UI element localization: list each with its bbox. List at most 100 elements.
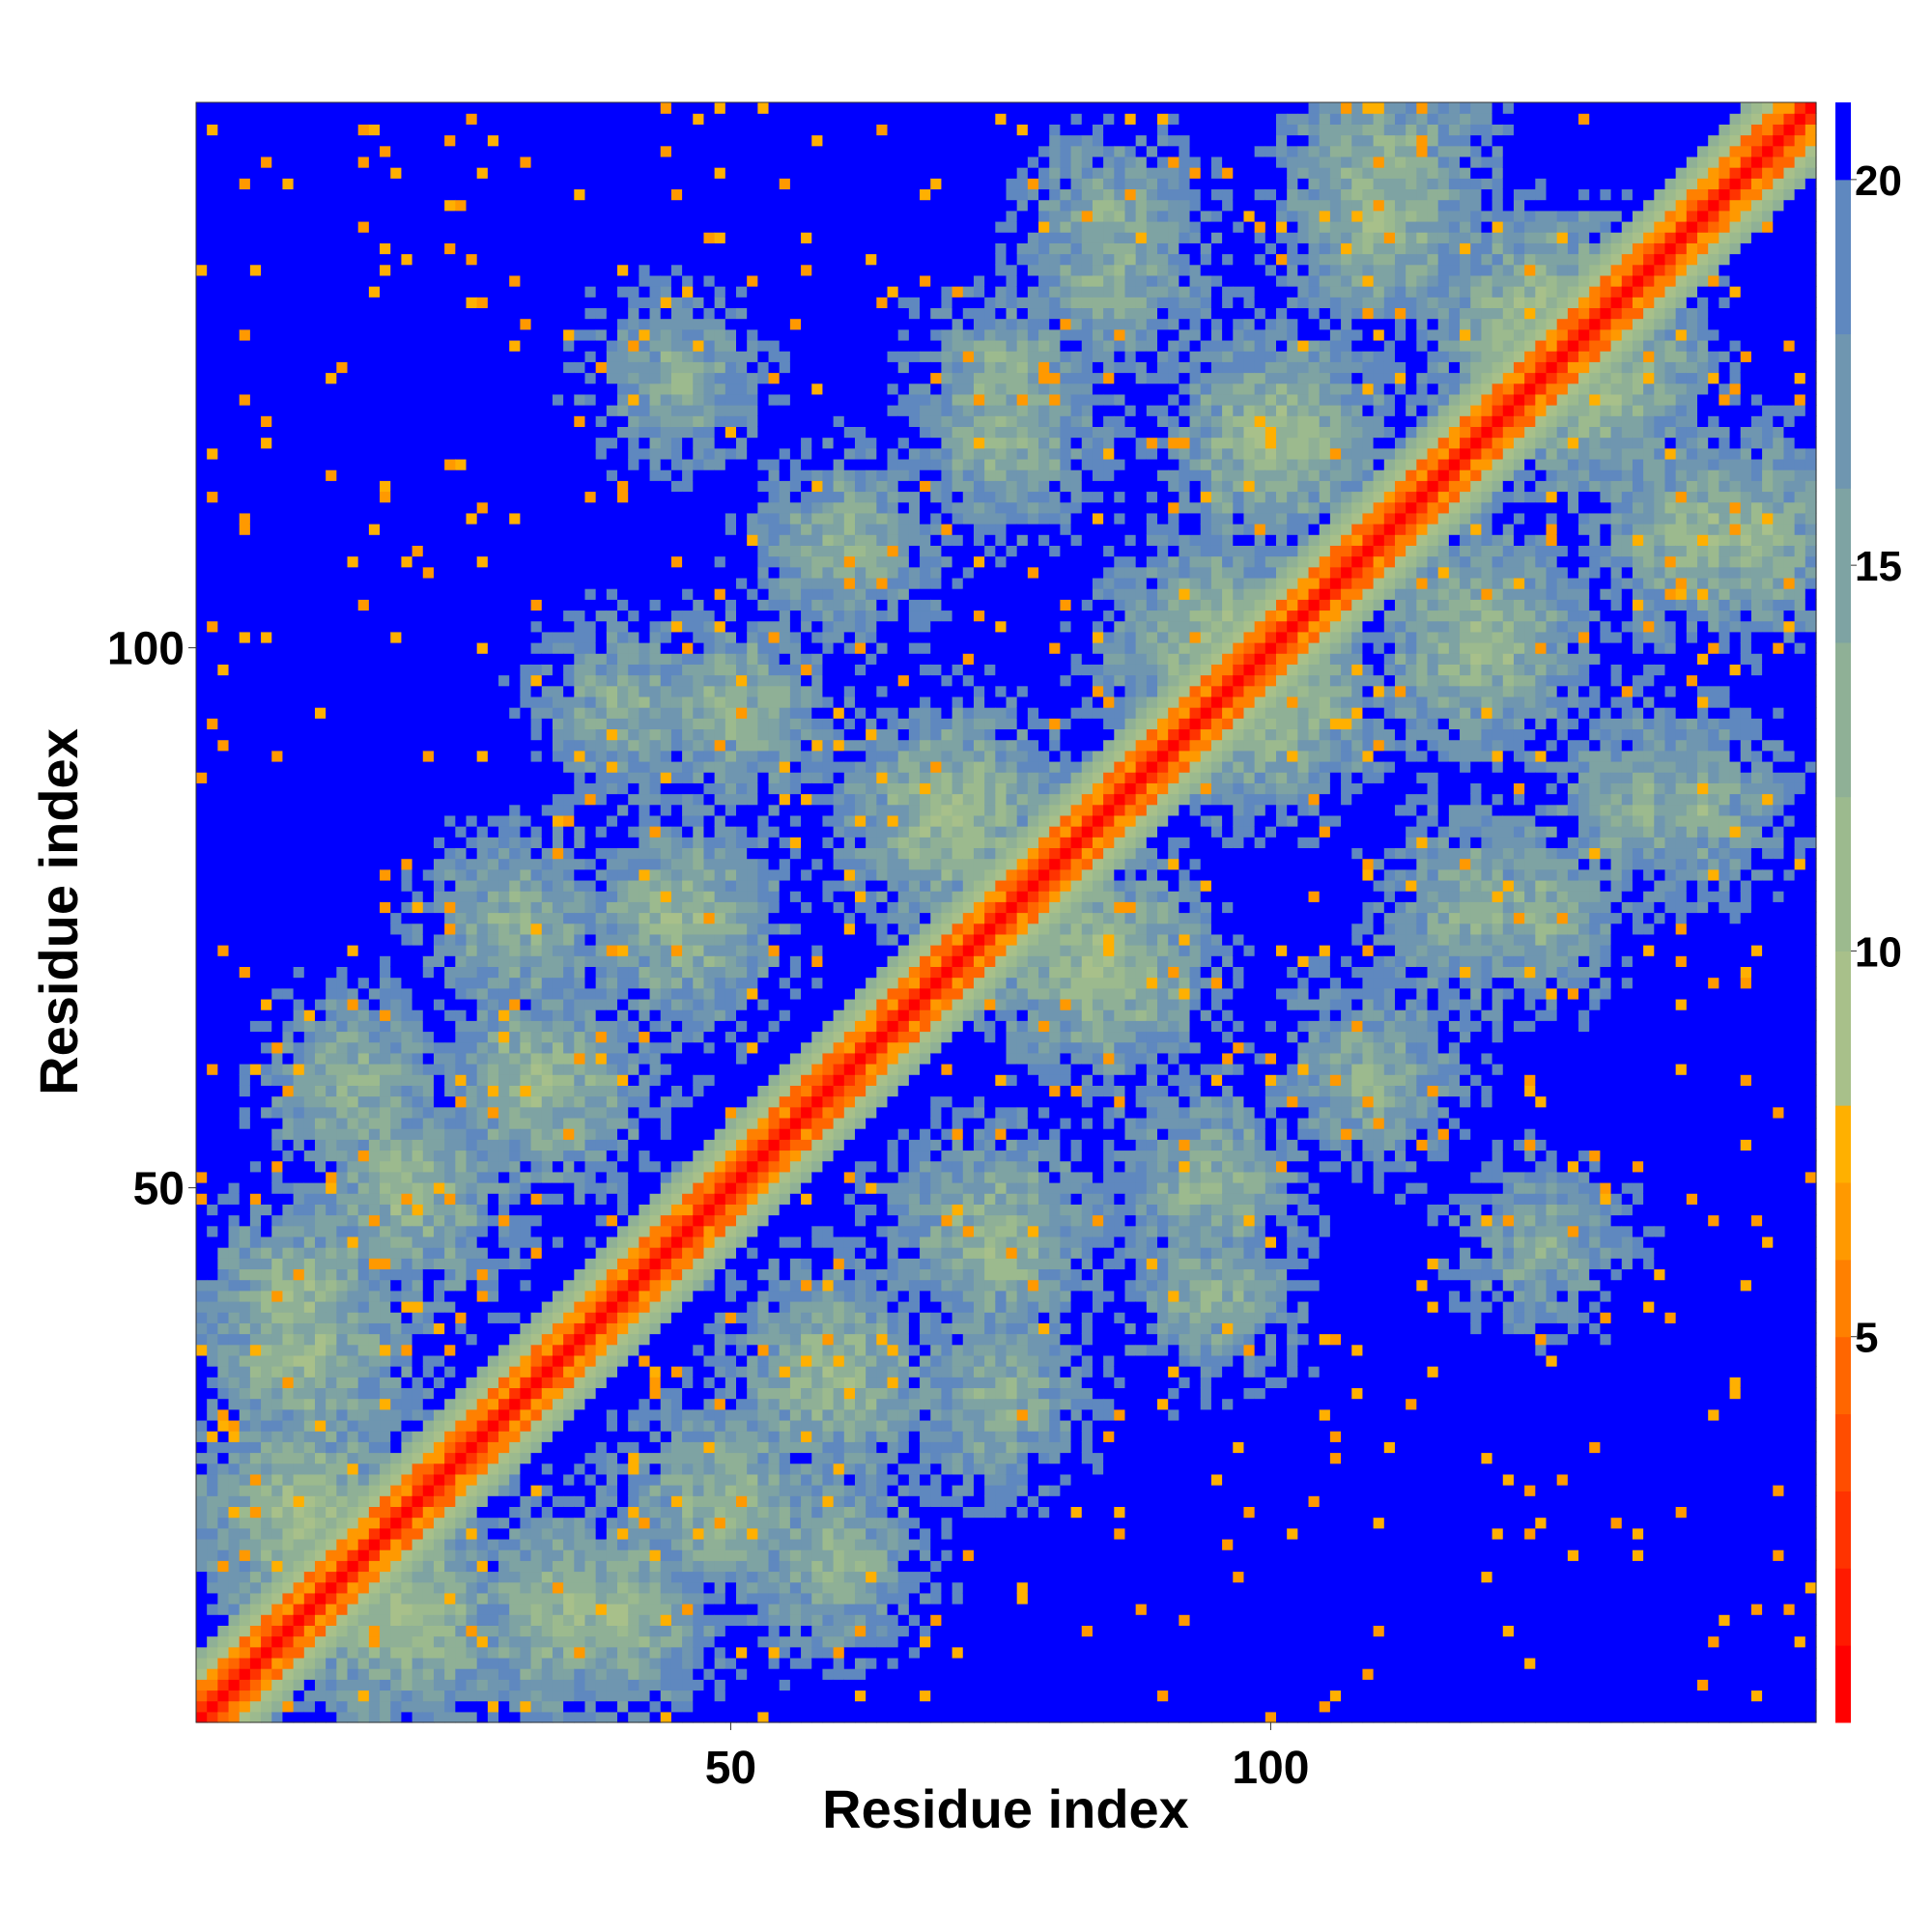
heatmap-cell — [207, 124, 218, 135]
heatmap-cell — [336, 502, 348, 514]
heatmap-cell — [217, 1182, 229, 1194]
heatmap-cell — [455, 265, 467, 276]
heatmap-cell — [380, 740, 391, 752]
heatmap-cell — [488, 653, 499, 665]
heatmap-cell — [336, 1668, 348, 1680]
heatmap-cell — [358, 837, 370, 848]
heatmap-cell — [229, 1193, 241, 1205]
heatmap-cell — [336, 167, 348, 179]
heatmap-cell — [358, 361, 370, 373]
heatmap-cell — [542, 847, 554, 859]
heatmap-cell — [261, 1139, 272, 1151]
heatmap-cell — [444, 955, 456, 967]
heatmap-cell — [304, 1031, 316, 1042]
heatmap-cell — [336, 1355, 348, 1367]
heatmap-cell — [217, 502, 229, 514]
heatmap-cell — [229, 1474, 241, 1486]
heatmap-cell — [261, 1182, 272, 1194]
heatmap-cell — [553, 1280, 564, 1292]
heatmap-cell — [444, 448, 456, 460]
heatmap-cell — [455, 966, 467, 978]
heatmap-cell — [390, 1226, 402, 1237]
heatmap-cell — [380, 696, 391, 708]
heatmap-cell — [358, 415, 370, 427]
heatmap-cell — [542, 1182, 554, 1194]
heatmap-cell — [196, 1280, 208, 1292]
heatmap-cell — [444, 1345, 456, 1356]
heatmap-cell — [336, 1495, 348, 1507]
heatmap-cell — [412, 156, 424, 168]
heatmap-cell — [520, 156, 531, 168]
heatmap-cell — [207, 718, 218, 729]
heatmap-cell — [401, 524, 412, 535]
heatmap-cell — [390, 978, 402, 989]
heatmap-cell — [358, 1355, 370, 1367]
heatmap-cell — [531, 1658, 543, 1669]
heatmap-cell — [229, 1204, 241, 1215]
heatmap-cell — [509, 1560, 521, 1572]
heatmap-cell — [488, 1042, 499, 1054]
heatmap-cell — [336, 1301, 348, 1313]
heatmap-cell — [509, 319, 521, 330]
heatmap-cell — [369, 167, 381, 179]
heatmap-cell — [542, 1399, 554, 1410]
heatmap-cell — [271, 1366, 283, 1378]
heatmap-cell — [369, 1604, 381, 1615]
heatmap-cell — [261, 1334, 272, 1346]
heatmap-cell — [444, 329, 456, 341]
heatmap-cell — [261, 1301, 272, 1313]
heatmap-cell — [401, 1226, 412, 1237]
heatmap-cell — [531, 588, 543, 600]
heatmap-cell — [531, 286, 543, 298]
heatmap-cell — [240, 1377, 251, 1388]
heatmap-cell — [520, 242, 531, 254]
heatmap-cell — [207, 1268, 218, 1280]
heatmap-cell — [369, 1387, 381, 1399]
heatmap-cell — [240, 178, 251, 189]
heatmap-cell — [217, 588, 229, 600]
heatmap-cell — [358, 805, 370, 816]
heatmap-cell — [348, 978, 359, 989]
heatmap-cell — [271, 1409, 283, 1421]
heatmap-cell — [207, 632, 218, 643]
heatmap-cell — [498, 1312, 510, 1323]
heatmap-cell — [380, 1485, 391, 1496]
heatmap-cell — [423, 1528, 435, 1540]
heatmap-cell — [261, 1463, 272, 1475]
heatmap-cell — [315, 632, 327, 643]
heatmap-cell — [509, 751, 521, 762]
heatmap-cell — [348, 664, 359, 675]
heatmap-cell — [380, 1268, 391, 1280]
heatmap-cell — [336, 297, 348, 308]
heatmap-cell — [380, 1679, 391, 1690]
heatmap-cell — [207, 448, 218, 460]
heatmap-cell — [477, 1712, 489, 1723]
heatmap-cell — [294, 1571, 305, 1582]
heatmap-cell — [444, 1593, 456, 1605]
heatmap-cell — [326, 1128, 337, 1140]
heatmap-cell — [196, 211, 208, 222]
heatmap-cell — [520, 459, 531, 470]
heatmap-cell — [412, 254, 424, 266]
heatmap-cell — [390, 1128, 402, 1140]
heatmap-cell — [229, 188, 241, 200]
heatmap-cell — [196, 524, 208, 535]
heatmap-cell — [196, 1139, 208, 1151]
heatmap-cell — [261, 880, 272, 892]
heatmap-cell — [229, 1593, 241, 1605]
heatmap-cell — [304, 415, 316, 427]
heatmap-cell — [348, 955, 359, 967]
heatmap-cell — [315, 782, 327, 794]
heatmap-cell — [326, 1647, 337, 1659]
heatmap-cell — [271, 415, 283, 427]
heatmap-cell — [455, 1431, 467, 1442]
heatmap-cell — [434, 578, 445, 589]
heatmap-cell — [250, 945, 262, 956]
heatmap-cell — [304, 1139, 316, 1151]
heatmap-cell — [229, 1215, 241, 1227]
heatmap-cell — [542, 1658, 554, 1669]
heatmap-cell — [553, 1712, 564, 1723]
heatmap-cell — [455, 945, 467, 956]
heatmap-cell — [240, 1345, 251, 1356]
heatmap-cell — [358, 265, 370, 276]
